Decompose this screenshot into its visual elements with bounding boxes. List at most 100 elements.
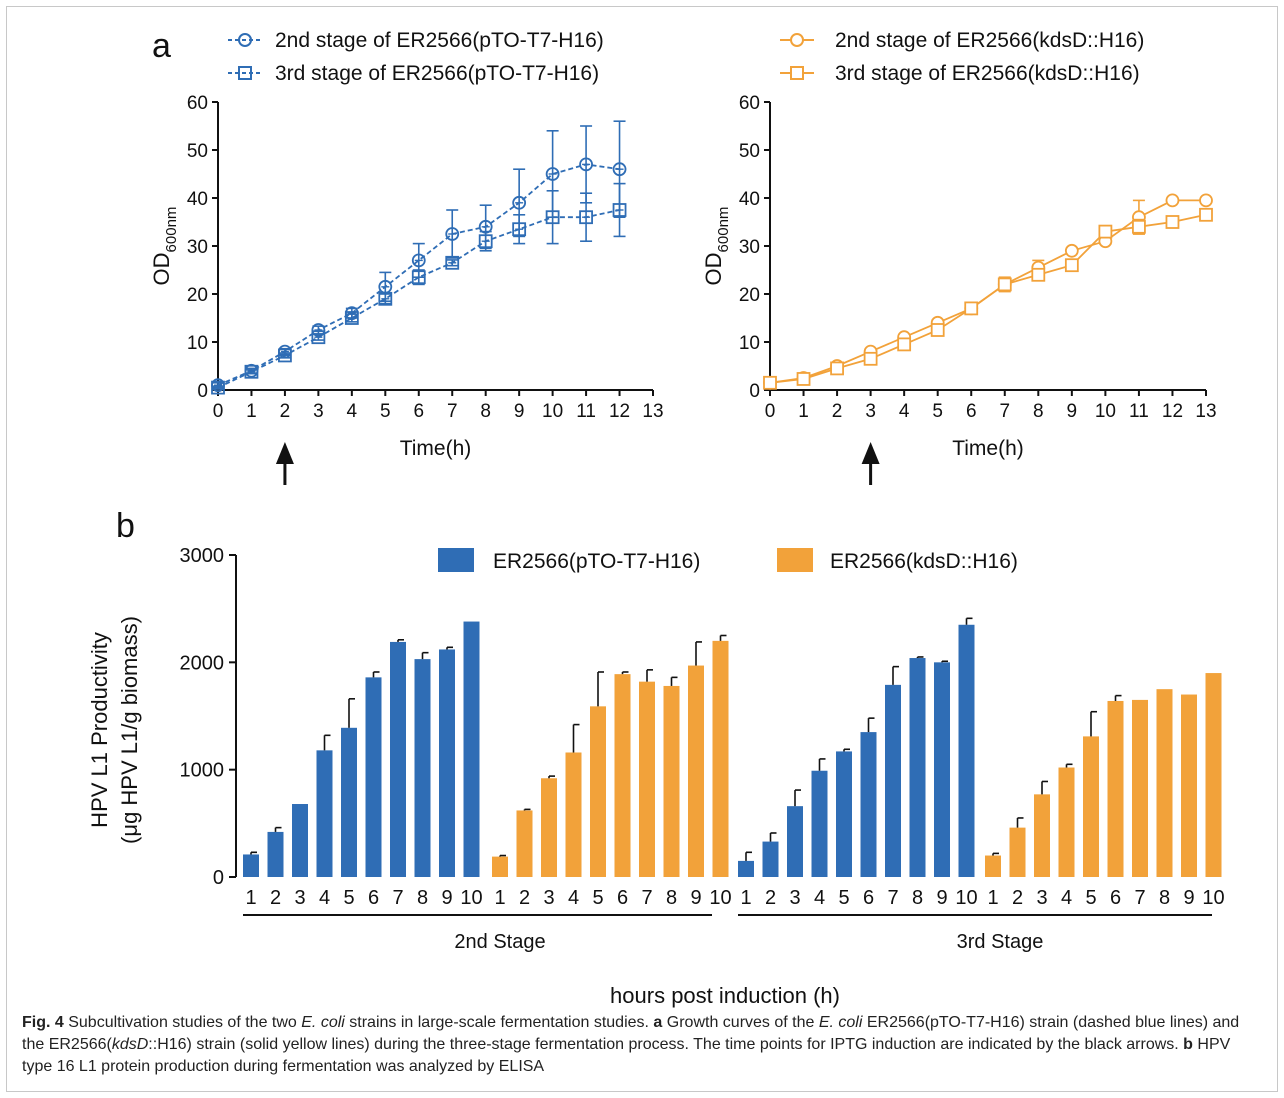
data-point-square — [1199, 207, 1213, 222]
x-tick-label: 4 — [1061, 887, 1072, 909]
legend-left: 2nd stage of ER2566(pTO-T7-H16) 3rd stag… — [228, 29, 604, 85]
x-tick-label: 9 — [690, 887, 701, 909]
plot-growth-kdsd: 0 1 2 3 4 5 6 7 8 9 10 11 12 130102030405060Time(h)OD… — [701, 93, 1217, 485]
legend-left-item-2: 3rd stage of ER2566(pTO-T7-H16) — [228, 62, 599, 85]
data-point-square — [211, 380, 225, 395]
x-tick-label: 4 — [319, 887, 330, 909]
data-point-square — [1098, 224, 1113, 239]
x-tick-label: 2 — [270, 887, 281, 909]
y-tick-label: 40 — [187, 189, 208, 210]
caption-ecoli-2: E. coli — [818, 1014, 863, 1031]
bar — [958, 624, 975, 877]
y-tick-label: 40 — [739, 189, 760, 210]
y-tick-label: 3000 — [180, 545, 225, 567]
bar — [439, 649, 455, 877]
x-tick-label: 1 — [246, 401, 257, 422]
x-tick-label: 0 — [765, 401, 776, 422]
figure-frame — [6, 6, 1278, 1092]
bar — [614, 674, 631, 877]
x-tick-label: 7 — [641, 887, 652, 909]
x-tick-label: 7 — [887, 887, 898, 909]
x-tick-label: 5 — [380, 401, 391, 422]
data-point-square — [897, 337, 912, 352]
y-tick-label: 0 — [749, 381, 760, 402]
series-line-2 — [769, 213, 1207, 384]
x-tick-label: 7 — [1134, 887, 1145, 909]
legend-b-label-1: ER2566(pTO-T7-H16) — [493, 550, 700, 573]
bar — [762, 841, 779, 877]
bar — [316, 750, 333, 877]
bar — [1181, 694, 1197, 877]
data-point-square — [344, 311, 359, 325]
data-point-square — [1064, 258, 1079, 273]
data-point-circle — [545, 167, 560, 181]
data-point-square — [579, 210, 593, 225]
x-tick-label: 4 — [899, 401, 910, 422]
data-point-square — [1165, 215, 1180, 229]
x-tick-label: 12 — [609, 401, 630, 422]
bar — [860, 732, 877, 877]
data-point-square — [378, 291, 393, 306]
bar — [712, 640, 729, 877]
data-point-square — [612, 203, 627, 217]
stage-label-2: 3rd Stage — [957, 931, 1044, 953]
data-point-circle — [411, 253, 426, 268]
data-point-square — [512, 222, 527, 237]
caption-text-1: Subcultivation studies of the two — [63, 1014, 302, 1031]
bar — [516, 810, 533, 877]
x-axis-label: Time(h) — [952, 437, 1024, 460]
data-point-square — [545, 210, 560, 225]
legend-b-item-1: ER2566(pTO-T7-H16) — [438, 548, 700, 573]
x-tick-label: 3 — [543, 887, 554, 909]
bar — [492, 856, 508, 877]
x-tick-label: 1 — [987, 887, 998, 909]
x-tick-label: 8 — [1033, 401, 1044, 422]
y-tick-label: 20 — [739, 285, 760, 306]
y-tick-label: 0 — [197, 381, 208, 402]
x-tick-label: 7 — [999, 401, 1010, 422]
x-tick-label: 4 — [347, 401, 358, 422]
bar — [243, 854, 259, 877]
bar — [1058, 767, 1075, 877]
x-tick-label: 3 — [294, 887, 305, 909]
x-tick-label: 6 — [368, 887, 379, 909]
data-point-square — [478, 234, 493, 249]
x-tick-label: 13 — [1195, 401, 1216, 422]
x-tick-label: 2 — [765, 887, 776, 909]
caption-kdsd: kdsD — [111, 1036, 149, 1053]
bar — [267, 831, 284, 877]
y-axis-label-1: HPV L1 Productivity — [87, 632, 112, 828]
data-point-circle — [612, 162, 627, 177]
y-tick-label: 10 — [187, 333, 208, 354]
x-axis-label: hours post induction (h) — [610, 983, 840, 1008]
x-tick-label: 9 — [514, 401, 525, 422]
data-point-square — [830, 361, 844, 376]
data-point-circle — [445, 227, 460, 241]
x-tick-label: 2 — [1012, 887, 1023, 909]
x-tick-label: 8 — [666, 887, 677, 909]
x-tick-label: 5 — [1085, 887, 1096, 909]
x-tick-label: 1 — [245, 887, 256, 909]
legend-right: 2nd stage of ER2566(kdsD::H16) 3rd stage… — [780, 29, 1144, 85]
bar — [365, 677, 382, 877]
caption-text-3: Growth curves of the — [662, 1014, 819, 1031]
x-tick-label: 11 — [576, 401, 596, 422]
bar — [1205, 673, 1222, 877]
x-tick-label: 9 — [936, 887, 947, 909]
bar — [811, 770, 828, 877]
x-tick-label: 4 — [568, 887, 579, 909]
y-tick-label: 10 — [739, 333, 760, 354]
x-tick-label: 3 — [1036, 887, 1047, 909]
x-tick-label: 5 — [343, 887, 354, 909]
x-tick-label: 3 — [313, 401, 324, 422]
legend-right-item-2: 3rd stage of ER2566(kdsD::H16) — [780, 62, 1140, 85]
data-point-square — [763, 375, 777, 390]
y-tick-label: 60 — [739, 93, 760, 114]
bar — [1156, 689, 1173, 877]
bar — [985, 855, 1001, 877]
bar — [885, 684, 901, 877]
x-tick-label: 1 — [798, 401, 809, 422]
caption-b-label: b — [1183, 1036, 1193, 1053]
bar — [390, 641, 406, 877]
y-tick-label: 1000 — [180, 760, 225, 782]
